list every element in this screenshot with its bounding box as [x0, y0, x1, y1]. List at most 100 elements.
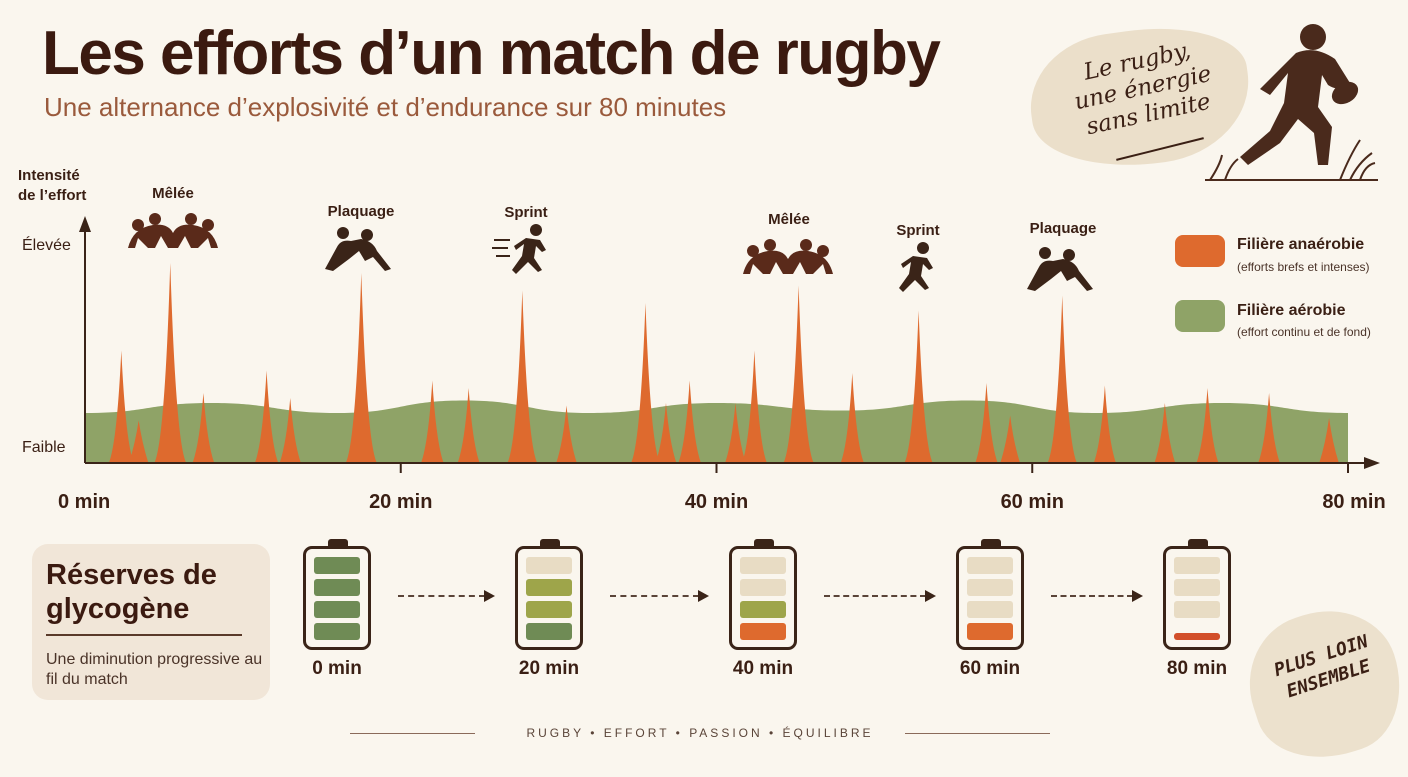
battery-label: 60 min	[959, 658, 1021, 679]
anaerobic-spike	[556, 405, 577, 463]
rugby-runner-icon	[1205, 24, 1378, 181]
legend-swatch-aerobic	[1175, 300, 1225, 332]
legend-label-aerobic: Filière aérobie	[1237, 302, 1346, 319]
battery-icon	[515, 539, 583, 650]
anaerobic-spike	[678, 380, 701, 463]
x-tick-label: 40 min	[685, 491, 748, 513]
anaerobic-spike	[904, 310, 933, 463]
x-axis-ticks: 0 min 20 min 40 min 60 min 80 min	[58, 463, 1386, 513]
anaerobic-spike	[279, 398, 301, 463]
tackle-icon	[1027, 247, 1093, 291]
battery-cap	[981, 539, 1001, 547]
battery-cell	[526, 601, 572, 618]
battery-cell	[526, 557, 572, 574]
x-tick-label: 0 min	[58, 491, 110, 513]
effort-chart: Intensité de l’effort Élevée Faible 0 mi…	[18, 167, 1386, 513]
anaerobic-spike	[1196, 388, 1219, 463]
annotation-label: Plaquage	[328, 203, 395, 220]
arrow-head-icon	[1132, 590, 1143, 602]
anaerobic-spike	[1093, 385, 1116, 463]
anaerobic-spike	[192, 393, 215, 463]
battery-cell	[740, 623, 786, 640]
glycogen-description: Une diminution progressive au fil du mat…	[46, 651, 263, 688]
annotation-label: Mêlée	[768, 211, 810, 228]
battery-cell	[967, 557, 1013, 574]
battery-cell	[314, 557, 360, 574]
page-title: Les efforts d’un match de rugby	[42, 19, 941, 88]
annotation-label: Mêlée	[152, 185, 194, 202]
battery-icon	[956, 539, 1024, 650]
anaerobic-spike	[1000, 415, 1021, 463]
battery-cell	[1174, 601, 1220, 618]
y-axis-arrow	[79, 216, 91, 232]
annotation-label: Sprint	[504, 204, 547, 221]
battery-cap	[1188, 539, 1208, 547]
arrow-dash	[1051, 595, 1133, 597]
sprint-icon	[492, 224, 546, 274]
footer-rule-right	[905, 733, 1050, 734]
annotation-label: Sprint	[896, 222, 939, 239]
battery-cell	[967, 601, 1013, 618]
page-subtitle: Une alternance d’explosivité et d’endura…	[44, 92, 727, 122]
battery-cell	[967, 623, 1013, 640]
y-level-high: Élevée	[22, 235, 71, 254]
anaerobic-spike	[741, 350, 767, 463]
y-axis-title-line-1: Intensité	[18, 167, 80, 184]
glycogen-title: Réserves de glycogène	[46, 559, 217, 625]
battery-cell	[740, 601, 786, 618]
anaerobic-spike	[1258, 393, 1280, 463]
battery-cell	[740, 557, 786, 574]
battery-cap	[328, 539, 348, 547]
arrow-head-icon	[925, 590, 936, 602]
y-axis-title-line-2: de l’effort	[18, 187, 86, 204]
battery-cell	[1174, 557, 1220, 574]
anaerobic-spike	[421, 380, 444, 463]
tackle-icon	[325, 227, 391, 271]
annotation-label: Plaquage	[1030, 220, 1097, 237]
anaerobic-spike	[840, 373, 864, 463]
battery-label: 0 min	[312, 658, 362, 679]
x-tick-label: 60 min	[1001, 491, 1064, 513]
anaerobic-spike	[725, 403, 746, 463]
anaerobic-spike	[108, 350, 134, 463]
anaerobic-spikes	[108, 263, 1339, 463]
y-level-low: Faible	[22, 439, 66, 456]
battery-cell	[1174, 633, 1220, 640]
arrow-head-icon	[698, 590, 709, 602]
glycogen-card	[32, 544, 270, 700]
progress-arrow	[398, 590, 495, 602]
battery-label: 20 min	[518, 658, 580, 679]
footer-rule-left	[350, 733, 475, 734]
battery-cell	[314, 623, 360, 640]
anaerobic-spike	[457, 388, 480, 463]
anaerobic-spike	[1154, 403, 1176, 463]
anaerobic-spike	[631, 303, 660, 463]
battery-cell	[526, 579, 572, 596]
anaerobic-spike	[128, 420, 149, 463]
tagline-badge: PLUS LOIN ENSEMBLE	[1231, 592, 1408, 777]
progress-arrow	[610, 590, 709, 602]
arrow-dash	[824, 595, 926, 597]
anaerobic-spike	[254, 370, 279, 463]
anaerobic-spike	[345, 273, 377, 463]
battery-cell	[1174, 579, 1220, 596]
progress-arrow	[1051, 590, 1143, 602]
arrow-head-icon	[484, 590, 495, 602]
battery-label: 80 min	[1166, 658, 1228, 679]
battery-label: 40 min	[732, 658, 794, 679]
battery-cell	[740, 579, 786, 596]
legend-desc-anaerobic: (efforts brefs et intenses)	[1237, 260, 1370, 274]
scrum-icon	[128, 213, 218, 248]
arrow-dash	[398, 595, 485, 597]
anaerobic-spike	[975, 383, 998, 463]
battery-cap	[540, 539, 560, 547]
anaerobic-spike	[783, 285, 814, 463]
footer-text: RUGBY • EFFORT • PASSION • ÉQUILIBRE	[526, 726, 874, 740]
legend-label-anaerobic: Filière anaérobie	[1237, 236, 1365, 253]
battery-cell	[314, 579, 360, 596]
anaerobic-spike	[507, 290, 538, 463]
glycogen-divider	[46, 634, 242, 636]
x-tick-label: 80 min	[1322, 491, 1385, 513]
effort-annotations: Mêlée Plaquage Sprint Mêlée Sprint Plaquage	[152, 185, 1096, 239]
x-tick-label: 20 min	[369, 491, 432, 513]
